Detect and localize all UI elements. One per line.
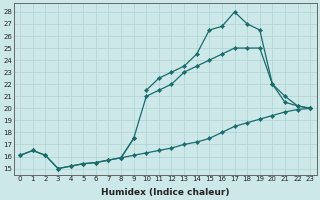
X-axis label: Humidex (Indice chaleur): Humidex (Indice chaleur)	[101, 188, 229, 197]
